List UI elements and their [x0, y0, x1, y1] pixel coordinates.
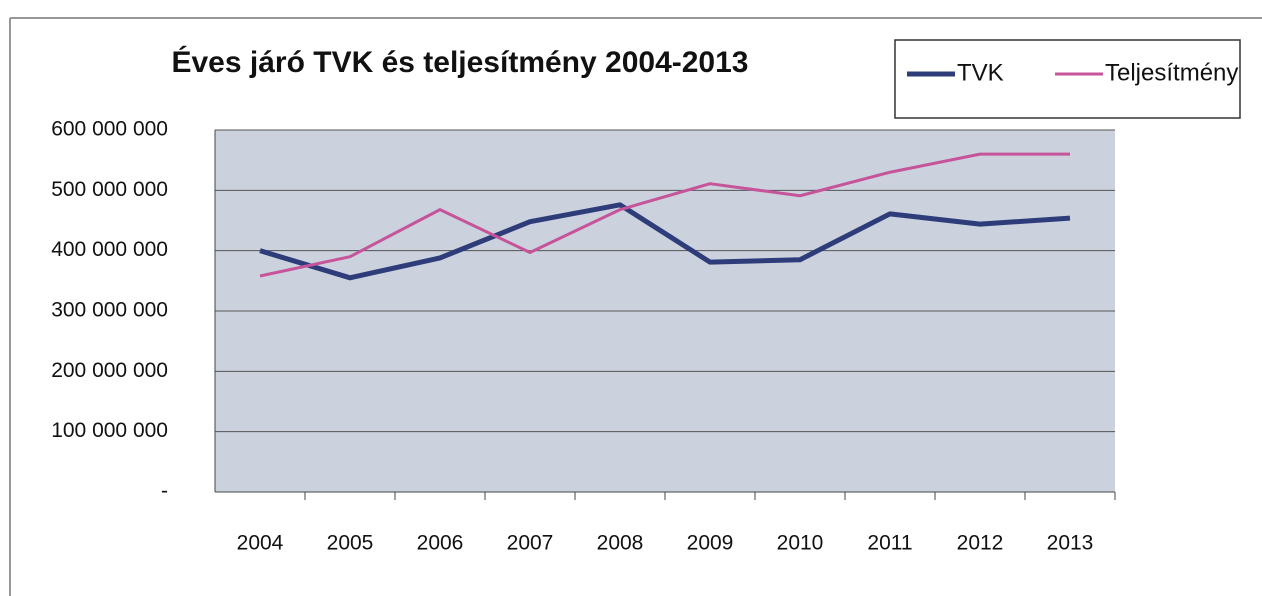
- x-tick-label: 2011: [867, 532, 912, 555]
- legend-label: Teljesítmény: [1105, 59, 1238, 86]
- x-tick-label: 2006: [417, 532, 464, 555]
- series-line: [259, 152, 1070, 278]
- y-tick-label: 600 000 000: [51, 118, 168, 141]
- x-tick-label: 2013: [1047, 532, 1094, 555]
- y-tick-label: 500 000 000: [51, 178, 168, 201]
- legend-label: TVK: [957, 59, 1004, 86]
- y-tick-label: 100 000 000: [51, 419, 168, 442]
- x-tick-label: 2005: [327, 532, 374, 555]
- x-tick-label: 2009: [687, 532, 734, 555]
- x-tick-label: 2008: [597, 532, 644, 555]
- x-tick-label: 2004: [237, 532, 284, 555]
- y-tick-label: -: [161, 480, 168, 503]
- y-tick-label: 200 000 000: [51, 359, 168, 382]
- chart-title: Éves járó TVK és teljesítmény 2004-2013: [171, 45, 748, 79]
- legend-box: [894, 39, 1241, 119]
- x-tick-label: 2010: [777, 532, 824, 555]
- y-tick-label: 400 000 000: [51, 238, 168, 261]
- x-tick-label: 2007: [507, 532, 554, 555]
- series-line: [259, 202, 1071, 281]
- y-tick-label: 300 000 000: [51, 299, 168, 322]
- x-tick-label: 2012: [957, 532, 1004, 555]
